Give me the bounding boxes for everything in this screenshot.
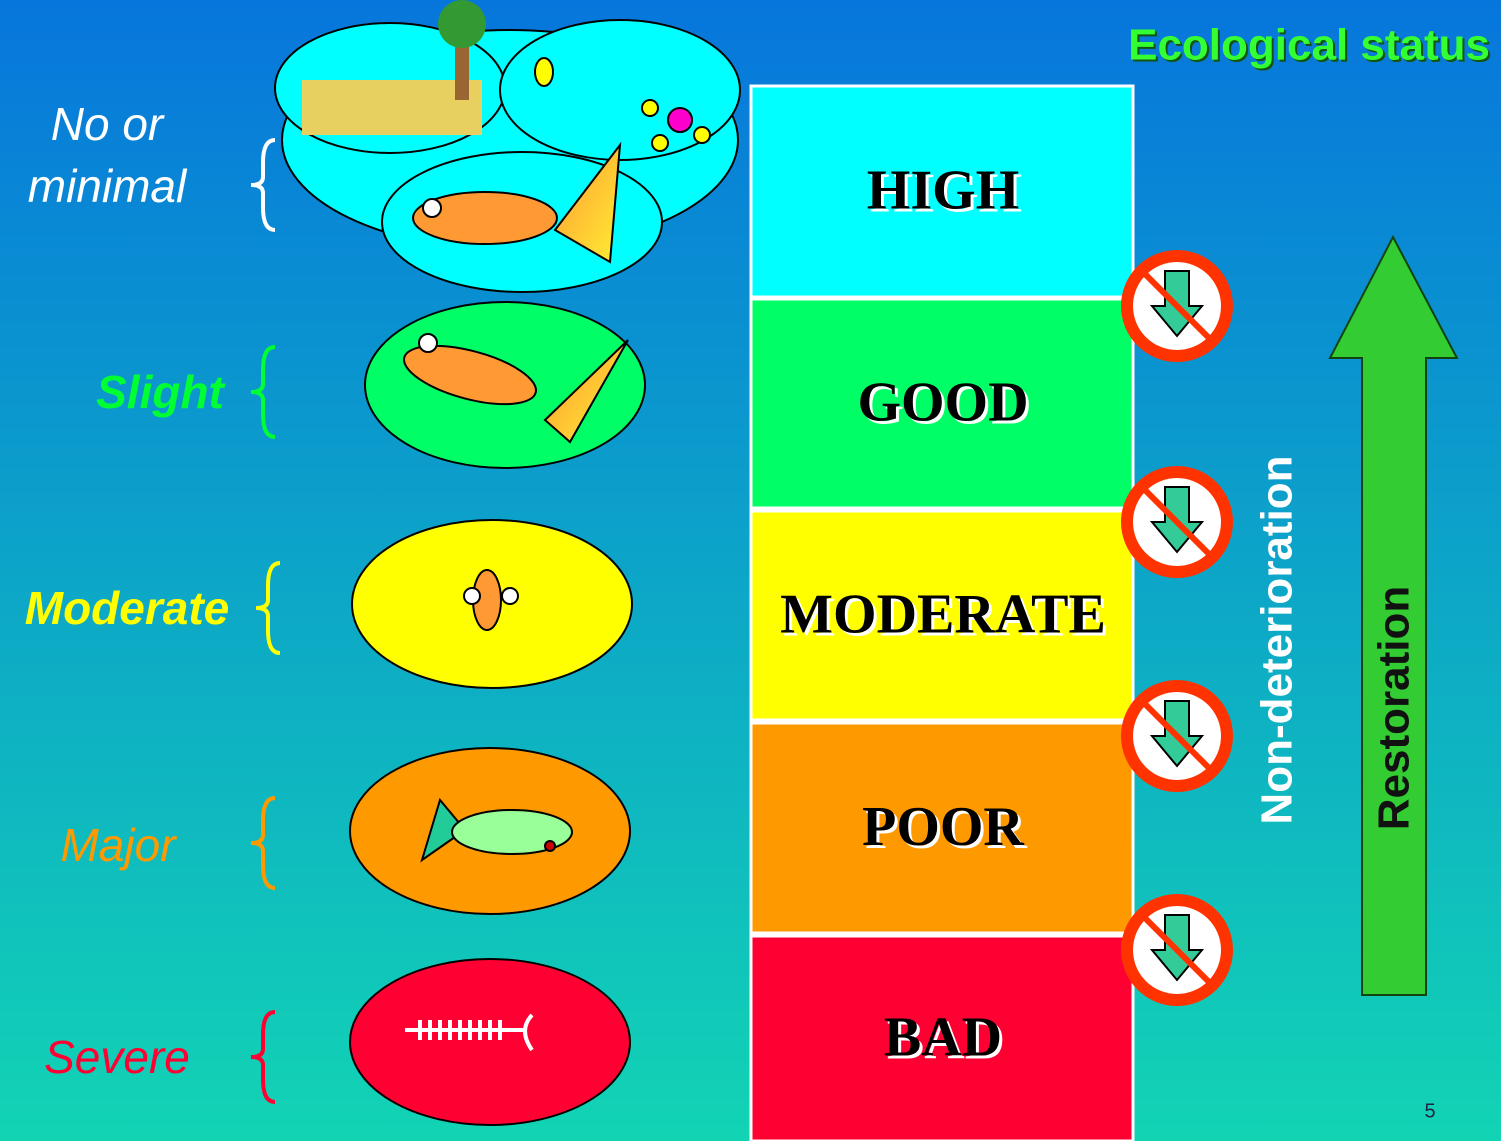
fish-skeleton — [405, 1013, 534, 1052]
brace — [250, 138, 276, 232]
fish-tail — [543, 339, 629, 444]
sand — [302, 80, 482, 135]
status-column: HIGH GOOD MODERATE POOR BAD — [749, 84, 1135, 1141]
sign-slash — [1141, 486, 1213, 558]
illustrations — [274, 0, 741, 1126]
severe-ellipse — [349, 958, 631, 1126]
status-label: GOOD — [857, 371, 1028, 433]
page-number: 5 — [1424, 1100, 1435, 1122]
status-label: HIGH — [867, 159, 1019, 221]
impact-label: Slight — [96, 366, 224, 418]
brace — [250, 345, 276, 439]
brace — [250, 796, 276, 890]
brace — [255, 561, 281, 655]
brace — [250, 1010, 276, 1104]
fish-tail — [420, 797, 467, 863]
fish-body — [412, 191, 558, 245]
sign-slash — [1141, 270, 1213, 342]
status-band — [749, 934, 1135, 1141]
fish-body — [451, 809, 573, 855]
molecule — [693, 126, 711, 144]
status-band — [749, 509, 1135, 722]
molecule — [534, 57, 554, 87]
fish-eye — [544, 840, 556, 852]
status-label: POOR — [862, 796, 1024, 858]
molecule — [667, 107, 693, 133]
fish-eye — [422, 198, 442, 218]
molecule — [651, 134, 669, 152]
fish-body — [403, 344, 537, 406]
fish-eye — [418, 333, 438, 353]
restoration-arrow — [1328, 234, 1459, 996]
title: Ecological status — [1128, 21, 1490, 70]
tree-crown — [438, 0, 486, 48]
fish-eye — [463, 587, 481, 605]
no-deterioration-signs — [1121, 250, 1233, 1006]
restoration-label: Restoration — [1370, 586, 1419, 830]
status-band — [749, 297, 1135, 510]
sign-slash — [1141, 914, 1213, 986]
non-deterioration-label: Non-deterioration — [1253, 455, 1302, 824]
fish-eye — [501, 587, 519, 605]
status-label: MODERATE — [780, 583, 1106, 645]
impact-label: Moderate — [24, 582, 230, 634]
sign-slash — [1141, 700, 1213, 772]
impact-label: No or minimal — [27, 98, 187, 212]
impact-label: Major — [60, 819, 176, 871]
status-band — [749, 721, 1135, 935]
impact-label: Severe — [44, 1031, 190, 1083]
status-label: BAD — [884, 1006, 1002, 1068]
fish-tail — [553, 141, 622, 264]
status-band — [749, 84, 1135, 299]
molecule — [641, 99, 659, 117]
